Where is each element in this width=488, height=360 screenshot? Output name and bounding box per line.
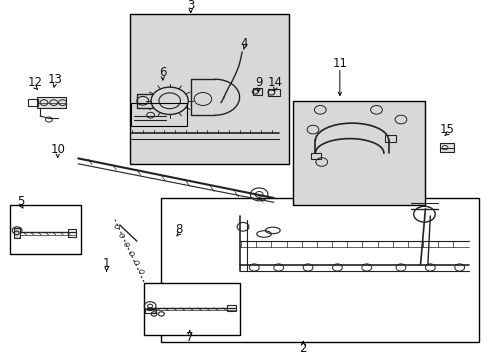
Bar [129, 14, 288, 164]
Text: 2: 2 [299, 342, 306, 355]
Text: 13: 13 [47, 73, 62, 86]
Bar [37, 97, 66, 108]
Bar [267, 89, 280, 96]
Bar [384, 135, 395, 142]
Bar [310, 153, 321, 159]
Text: 9: 9 [255, 76, 263, 89]
Bar [145, 309, 156, 313]
Text: 3: 3 [186, 0, 194, 12]
Bar [161, 198, 478, 342]
Text: 15: 15 [439, 123, 453, 136]
Bar [227, 305, 236, 311]
Text: 10: 10 [50, 143, 65, 156]
Bar [28, 99, 38, 106]
Bar [439, 143, 453, 152]
Bar [144, 283, 239, 335]
Bar [14, 228, 20, 238]
Text: 14: 14 [267, 76, 282, 89]
Text: 6: 6 [159, 66, 166, 78]
Bar [293, 101, 425, 205]
Text: 8: 8 [174, 223, 182, 236]
Text: 12: 12 [28, 76, 42, 89]
Bar [68, 229, 76, 237]
Bar [131, 103, 187, 126]
Bar [10, 205, 81, 254]
Text: 7: 7 [185, 331, 193, 344]
Text: 5: 5 [17, 195, 25, 208]
Text: 4: 4 [240, 37, 248, 50]
Text: 11: 11 [332, 57, 346, 70]
Text: 1: 1 [102, 257, 110, 270]
Bar [253, 88, 262, 95]
